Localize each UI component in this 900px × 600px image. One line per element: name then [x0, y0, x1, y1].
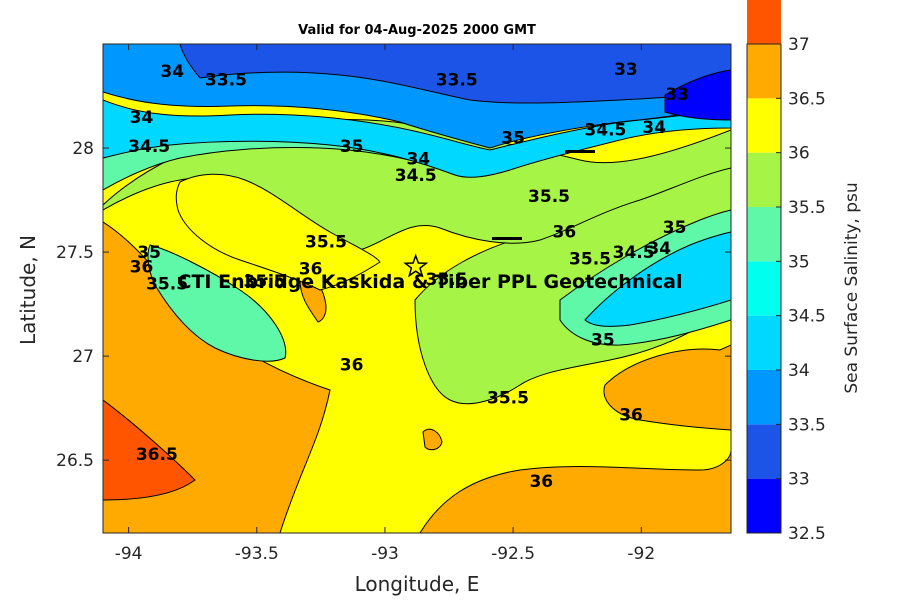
colorbar-swatch [747, 424, 781, 479]
x-axis: -94 -93.5 -93 -92.5 -92 [115, 44, 655, 564]
contour-label: 35.5 [146, 274, 188, 294]
colorbar-tick-label: 35 [788, 252, 810, 272]
colorbar-tick-label: 37 [788, 35, 810, 55]
contour-label: 33 [614, 60, 638, 80]
contour-region-34 [584, 231, 731, 327]
colorbar-tick-label: 33.5 [788, 415, 826, 435]
colorbar-swatch [747, 261, 781, 316]
contour-label: 35.5 [244, 272, 286, 292]
colorbar-swatch [747, 152, 781, 207]
contour-label: 34 [647, 239, 671, 259]
y-axis-label: Latitude, N [16, 235, 40, 345]
contour-fragment [565, 150, 595, 153]
contour-label: 35.5 [305, 233, 347, 253]
contour-label: 36.5 [136, 445, 178, 465]
contour-region-36 [175, 173, 381, 291]
x-tick-label: -92.5 [491, 544, 535, 564]
contour-region-36 [603, 344, 731, 431]
site-marker-layer: CTI Enbridge Kaskida & Tiber PPL Geotech… [178, 253, 683, 293]
colorbar-swatch [747, 207, 781, 262]
contour-label: 33.5 [205, 70, 247, 90]
contour-label: 35.5 [487, 389, 529, 409]
contour-label: 35 [663, 218, 687, 238]
contour-region-36-5 [103, 399, 196, 501]
contour-label: 36 [340, 355, 364, 375]
contour-label: 35 [591, 330, 615, 350]
colorbar-tick-label: 34.5 [788, 307, 826, 327]
y-tick-label: 27.5 [56, 243, 94, 263]
colorbar-tick-label: 36.5 [788, 89, 826, 109]
colorbar-swatch [747, 44, 781, 99]
y-tick-label: 27 [72, 347, 94, 367]
contour-label: 34 [406, 149, 430, 169]
colorbar-swatch [747, 98, 781, 153]
contour-label: 34.5 [584, 120, 626, 140]
contour-label: 35 [137, 243, 161, 263]
colorbar-tick-label: 34 [788, 361, 810, 381]
colorbar-swatch [747, 478, 781, 533]
plot-frame [102, 43, 732, 534]
contour-label: 34 [642, 118, 666, 138]
site-label: CTI Enbridge Kaskida & Tiber PPL Geotech… [178, 271, 683, 293]
contour-label: 36 [553, 222, 577, 242]
colorbar-tick-label: 33 [788, 470, 810, 490]
contour-label: 34 [130, 108, 154, 128]
contour-label: 35.5 [569, 249, 611, 269]
x-tick-label: -93.5 [235, 544, 279, 564]
contour-fragment [492, 237, 522, 240]
colorbar: 32.5 33 33.5 34 34.5 35 35.5 36 36.5 37 [746, 0, 826, 544]
contour-label: 35 [340, 137, 364, 157]
contour-label: 36 [529, 472, 553, 492]
colorbar-swatch [747, 370, 781, 425]
contour-region-36 [419, 449, 731, 533]
colorbar-tick-label: 35.5 [788, 198, 826, 218]
contour-label: 35.5 [528, 187, 570, 207]
contour-region-33 [179, 44, 731, 104]
x-tick-label: -94 [115, 544, 143, 564]
contour-region-36 [422, 428, 443, 451]
contour-label: 36 [299, 260, 323, 280]
colorbar-swatch [747, 0, 781, 44]
contour-region-32-5 [664, 69, 731, 121]
contour-label: 33.5 [436, 70, 478, 90]
x-axis-label: Longitude, E [354, 572, 480, 596]
site-star-icon [403, 253, 429, 278]
colorbar-tick-label: 32.5 [788, 524, 826, 544]
y-axis: 26.5 27 27.5 28 [56, 139, 731, 471]
x-tick-label: -93 [371, 544, 399, 564]
contour-fill-layer [103, 44, 731, 533]
contour-label: 34.5 [613, 243, 655, 263]
contour-label: 34.5 [395, 166, 437, 186]
map-title: Valid for 04-Aug-2025 2000 GMT [298, 23, 536, 38]
y-tick-label: 28 [72, 139, 94, 159]
colorbar-tick-label: 36 [788, 144, 810, 164]
x-tick-label: -92 [627, 544, 655, 564]
contour-label: 35.5 [426, 270, 468, 290]
contour-label: 34 [160, 62, 184, 82]
contour-region-34-5 [103, 99, 731, 178]
contour-label: 35 [501, 129, 525, 149]
contour-label: 36 [619, 405, 643, 425]
colorbar-swatch [747, 315, 781, 370]
contour-region-35 [147, 244, 287, 362]
colorbar-label: Sea Surface Salinity, psu [842, 182, 862, 394]
contour-label: 34.5 [128, 137, 170, 157]
contour-label: 36 [130, 258, 154, 278]
contour-label: 33 [665, 85, 689, 105]
y-tick-label: 26.5 [56, 451, 94, 471]
colorbar-frame [746, 43, 782, 534]
